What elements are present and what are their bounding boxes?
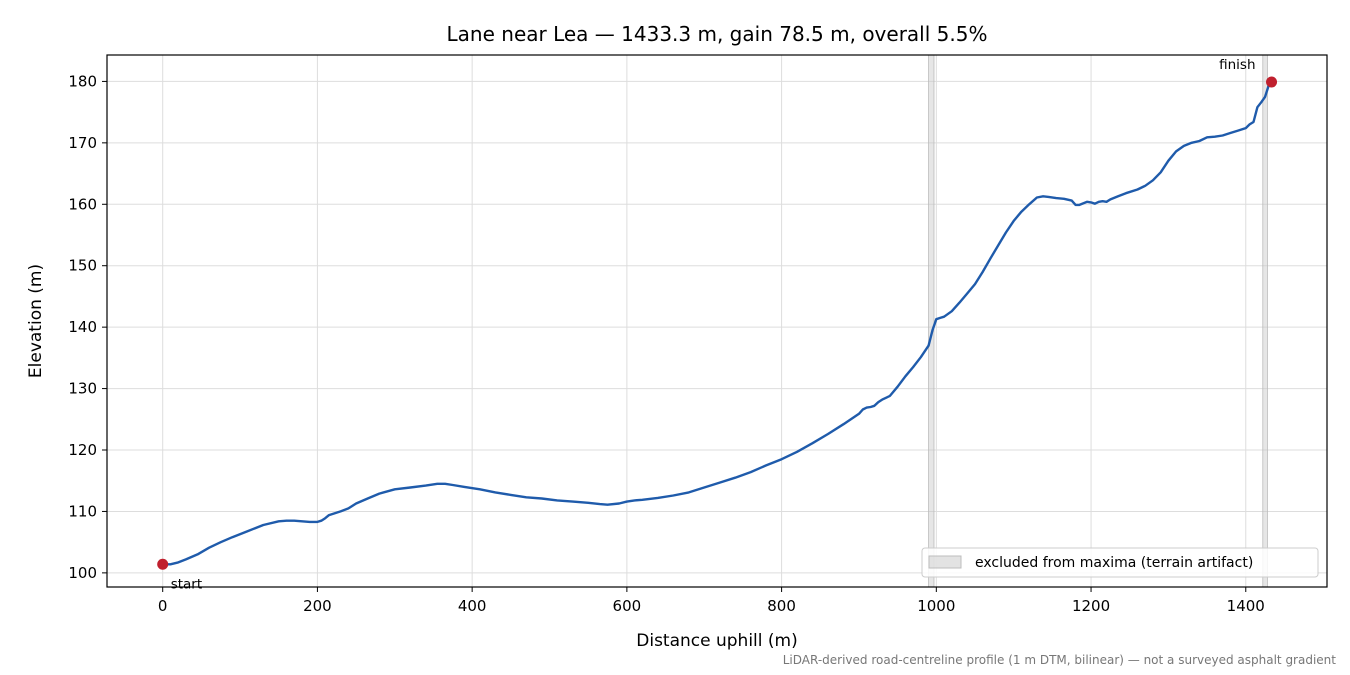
y-tick-label: 160 <box>68 195 97 213</box>
x-tick-label: 600 <box>613 597 642 615</box>
y-tick-label: 140 <box>68 318 97 336</box>
x-tick-label: 400 <box>458 597 487 615</box>
plot-frame <box>106 54 1328 588</box>
endpoint-markers <box>157 76 1278 570</box>
elevation-line <box>161 80 1273 566</box>
y-tick-label: 110 <box>68 502 97 520</box>
y-axis-label: Elevation (m) <box>26 264 46 378</box>
x-tick-label: 1400 <box>1227 597 1265 615</box>
legend: excluded from maxima (terrain artifact) <box>921 547 1319 578</box>
x-tick-label: 0 <box>158 597 168 615</box>
excluded-bands <box>928 54 1268 588</box>
footnote: LiDAR-derived road-centreline profile (1… <box>783 653 1337 667</box>
x-tick-label: 1000 <box>917 597 955 615</box>
y-tick-label: 100 <box>68 564 97 582</box>
y-tick-label: 130 <box>68 380 97 398</box>
x-axis-label: Distance uphill (m) <box>636 631 797 651</box>
y-tick-label: 180 <box>68 72 97 90</box>
grid-layer <box>107 55 1327 587</box>
y-tick-label: 150 <box>68 257 97 275</box>
legend-swatch <box>928 555 962 569</box>
finish-point <box>1266 76 1278 88</box>
legend-box <box>921 547 1319 578</box>
start-point <box>157 558 169 570</box>
x-tick-label: 1200 <box>1072 597 1110 615</box>
excluded-band <box>928 54 935 588</box>
y-tick-label: 120 <box>68 441 97 459</box>
excluded-band <box>1262 54 1268 588</box>
x-tick-label: 200 <box>303 597 332 615</box>
x-tick-label: 800 <box>767 597 796 615</box>
finish-annotation: finish <box>1219 57 1255 73</box>
y-tick-label: 170 <box>68 134 97 152</box>
series-layer <box>161 80 1273 566</box>
tick-layer: 0 200 400 600 800 1000 1200 1400 100 110 120 130 140… <box>68 72 1265 615</box>
start-annotation: start <box>171 576 202 592</box>
chart-title: Lane near Lea — 1433.3 m, gain 78.5 m, o… <box>447 22 988 46</box>
legend-label: excluded from maxima (terrain artifact) <box>975 555 1253 571</box>
